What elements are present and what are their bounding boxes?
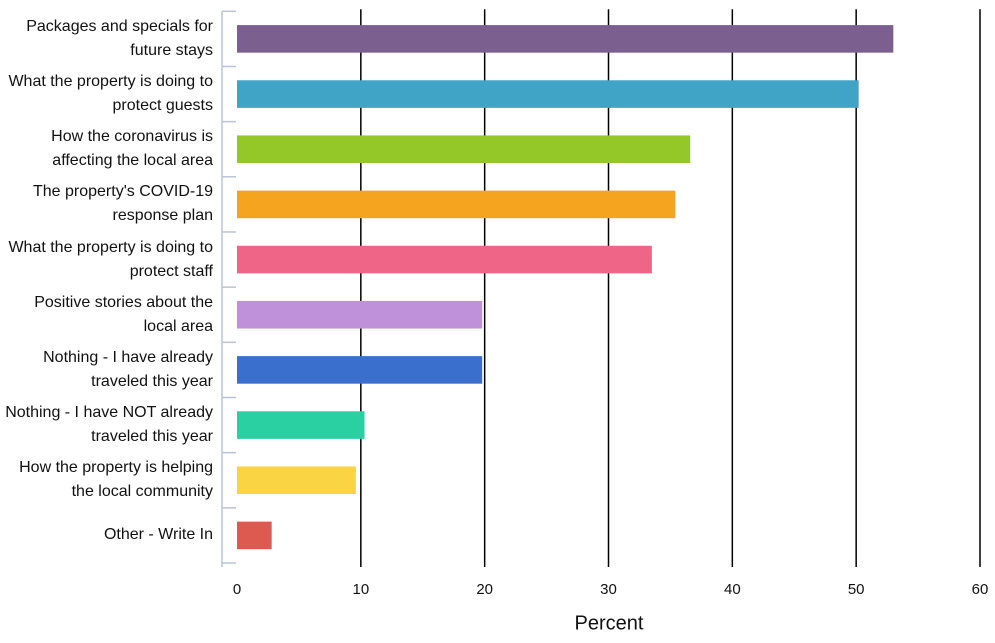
bar (237, 80, 859, 108)
bar (237, 190, 676, 219)
y-tick-label: Other - Write In (103, 526, 213, 544)
y-tick-label: What the property is doing to protect st… (8, 238, 213, 280)
bar (237, 356, 483, 384)
bar (237, 300, 483, 329)
y-tick-label: Positive stories about the local area (34, 293, 213, 335)
x-tick-label: 10 (352, 581, 369, 598)
bar (237, 411, 365, 439)
y-tick-label: Packages and specials for future stays (26, 17, 213, 59)
y-tick-label: How the coronavirus is affecting the loc… (51, 128, 213, 170)
bar (237, 466, 356, 495)
x-tick-label: 60 (972, 581, 989, 598)
y-tick-label: How the property is helping the local co… (19, 459, 213, 501)
bar (237, 245, 652, 274)
y-tick-label: What the property is doing to protect gu… (8, 73, 213, 115)
x-tick-label: 0 (233, 581, 241, 598)
x-axis-label: Percent (575, 612, 644, 634)
x-tick-label: 50 (848, 581, 865, 598)
bar (237, 135, 691, 164)
bar (237, 521, 272, 550)
x-tick-label: 40 (724, 581, 741, 598)
y-tick-label: The property's COVID-19 response plan (32, 183, 213, 225)
x-tick-label: 20 (476, 581, 493, 598)
y-tick-label: Nothing - I have NOT already traveled th… (5, 404, 213, 446)
x-tick-label: 30 (600, 581, 617, 598)
y-tick-label: Nothing - I have already traveled this y… (43, 348, 213, 390)
bar (237, 25, 894, 53)
